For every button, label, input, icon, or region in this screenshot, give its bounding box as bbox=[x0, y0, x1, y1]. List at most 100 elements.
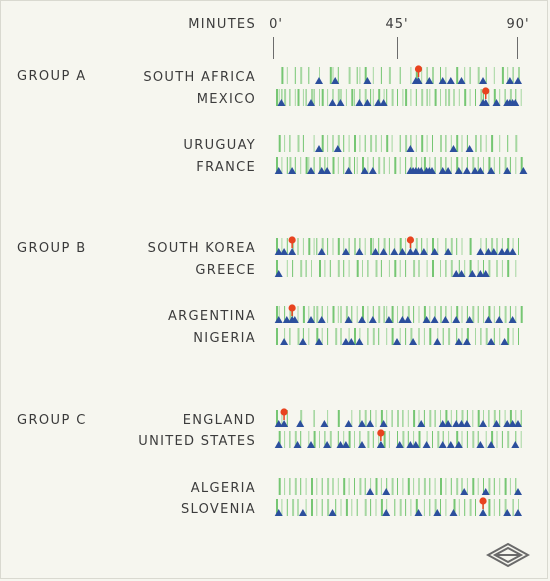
event-bar bbox=[388, 431, 390, 448]
event-bar bbox=[432, 260, 434, 277]
event-bar bbox=[378, 328, 380, 345]
event-bar bbox=[332, 135, 334, 152]
event-bar bbox=[354, 328, 356, 345]
shot-marker bbox=[317, 167, 326, 174]
event-bar bbox=[364, 135, 366, 152]
shot-marker bbox=[315, 338, 323, 345]
event-bar bbox=[316, 306, 319, 323]
event-bar bbox=[335, 499, 337, 516]
event-bar bbox=[281, 410, 283, 427]
event-bar bbox=[520, 431, 522, 448]
event-bar bbox=[477, 306, 479, 323]
team-label: ARGENTINA bbox=[167, 309, 256, 324]
event-bar bbox=[448, 328, 451, 345]
event-bar bbox=[472, 431, 475, 448]
event-bar bbox=[276, 328, 278, 345]
event-bar bbox=[351, 306, 353, 323]
event-bar bbox=[499, 306, 501, 323]
event-bar bbox=[343, 135, 345, 152]
event-bar bbox=[300, 157, 302, 174]
event-bar bbox=[483, 478, 484, 495]
event-bar bbox=[375, 135, 377, 152]
event-bar bbox=[461, 238, 463, 255]
event-bar bbox=[289, 135, 291, 152]
team-label: SOUTH AFRICA bbox=[143, 70, 256, 85]
shot-marker bbox=[500, 338, 509, 345]
shot-marker bbox=[457, 420, 466, 427]
event-bar bbox=[507, 238, 510, 255]
goal-shot-marker bbox=[376, 441, 385, 448]
event-bar bbox=[488, 410, 490, 427]
event-bar bbox=[407, 306, 410, 323]
event-bar bbox=[488, 89, 490, 106]
event-bar bbox=[321, 478, 323, 495]
event-bar bbox=[383, 431, 386, 448]
event-bar bbox=[415, 157, 417, 174]
event-bar bbox=[426, 67, 428, 84]
event-bar bbox=[499, 478, 501, 495]
event-bar bbox=[429, 306, 431, 323]
event-bar bbox=[337, 135, 340, 152]
event-bar bbox=[504, 89, 506, 106]
shot-marker bbox=[368, 316, 377, 323]
event-bar bbox=[313, 157, 315, 174]
event-bar bbox=[292, 499, 295, 516]
team-label: SLOVENIA bbox=[181, 502, 256, 517]
event-bar bbox=[485, 238, 487, 255]
event-bar bbox=[345, 499, 348, 516]
event-bar bbox=[456, 431, 459, 448]
event-bar bbox=[372, 89, 374, 106]
shot-marker bbox=[438, 441, 447, 448]
event-bar bbox=[276, 238, 278, 255]
event-bar bbox=[493, 89, 496, 106]
event-bar bbox=[466, 328, 469, 345]
event-bar bbox=[394, 260, 397, 277]
event-bar bbox=[321, 89, 324, 106]
event-bar bbox=[286, 238, 288, 255]
event-bar bbox=[450, 478, 452, 495]
event-bar bbox=[410, 328, 413, 345]
event-bar bbox=[515, 306, 517, 323]
event-bar bbox=[340, 499, 342, 516]
event-bar bbox=[319, 260, 321, 277]
event-bar bbox=[311, 89, 313, 106]
event-bar bbox=[302, 306, 305, 323]
event-bar bbox=[499, 328, 501, 345]
event-bar bbox=[380, 135, 382, 152]
shot-marker bbox=[315, 145, 323, 152]
event-bar bbox=[472, 410, 474, 427]
event-bar bbox=[372, 328, 375, 345]
event-bar bbox=[380, 67, 382, 84]
event-bar bbox=[445, 157, 447, 174]
event-bar bbox=[386, 89, 388, 106]
event-bar bbox=[311, 260, 312, 277]
event-bar bbox=[354, 135, 356, 152]
event-bar bbox=[491, 431, 494, 448]
event-bar bbox=[480, 135, 482, 152]
event-bar bbox=[332, 89, 334, 106]
event-bar bbox=[364, 67, 367, 84]
event-bar bbox=[418, 410, 420, 427]
event-bar bbox=[388, 238, 390, 255]
shot-marker bbox=[438, 77, 447, 84]
event-bar bbox=[488, 260, 491, 277]
event-bar bbox=[375, 499, 377, 516]
event-bar bbox=[327, 135, 329, 152]
event-bar bbox=[284, 135, 286, 152]
goal-marker bbox=[406, 236, 415, 244]
shot-marker bbox=[411, 248, 420, 255]
event-bar bbox=[399, 157, 401, 174]
event-bar bbox=[397, 431, 398, 448]
event-bar bbox=[383, 306, 385, 323]
event-bar bbox=[456, 478, 459, 495]
event-bar bbox=[464, 67, 466, 84]
event-bar bbox=[321, 135, 324, 152]
event-bar bbox=[327, 306, 329, 323]
event-bar bbox=[356, 67, 358, 84]
event-bar bbox=[450, 157, 452, 174]
event-bar bbox=[359, 478, 362, 495]
event-bar bbox=[442, 431, 444, 448]
shot-marker bbox=[438, 420, 447, 427]
event-bar bbox=[418, 431, 421, 448]
event-bar bbox=[286, 499, 288, 516]
